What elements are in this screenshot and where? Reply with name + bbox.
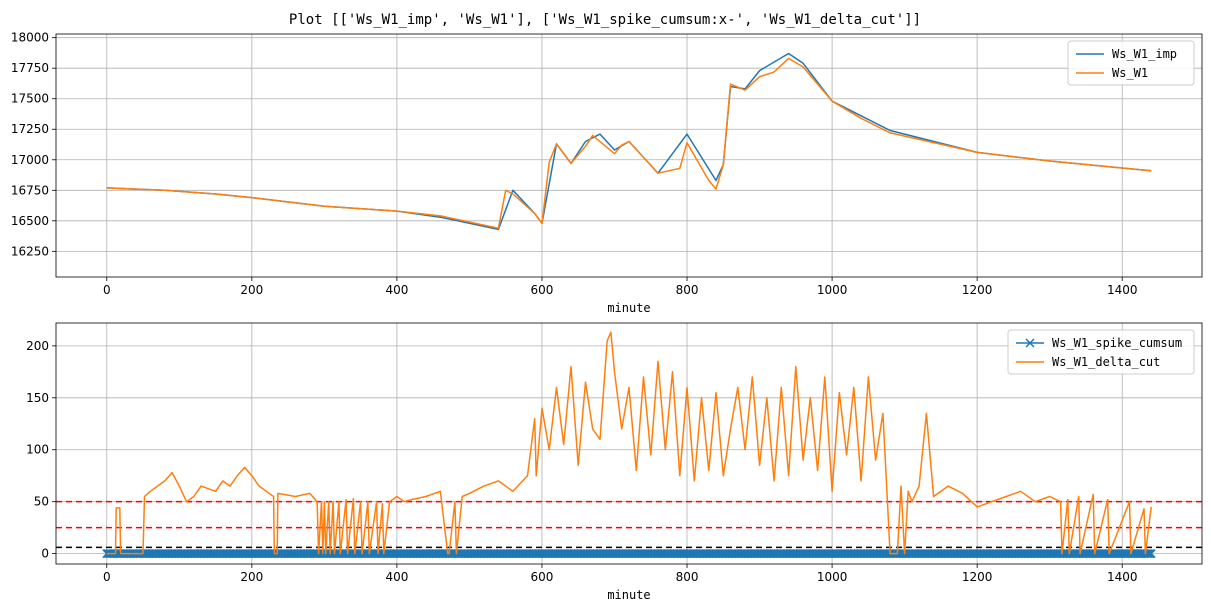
y-tick-label: 18000	[11, 31, 49, 45]
x-tick-label: 1200	[962, 283, 993, 297]
y-tick-label: 50	[34, 495, 49, 509]
x-tick-label: 200	[240, 283, 263, 297]
x-axis-label: minute	[607, 301, 650, 315]
axes-frame	[55, 33, 1203, 278]
y-tick-label: 200	[26, 339, 49, 353]
x-tick-label: 400	[385, 283, 408, 297]
y-tick-label: 17000	[11, 153, 49, 167]
y-tick-label: 16750	[11, 183, 49, 197]
y-tick-label: 100	[26, 443, 49, 457]
x-axis-label: minute	[607, 588, 650, 602]
series-markers-spike-cumsum	[102, 549, 1156, 559]
x-tick-label: 200	[240, 570, 263, 584]
y-tick-label: 17250	[11, 122, 49, 136]
x-tick-label: 1200	[962, 570, 993, 584]
x-tick-label: 800	[676, 570, 699, 584]
legend-marker	[1025, 338, 1035, 348]
legend: Ws_W1_imp Ws_W1	[1067, 40, 1195, 86]
legend-label: Ws_W1_spike_cumsum	[1052, 336, 1182, 350]
x-tick-label: 0	[103, 570, 111, 584]
y-tick-label: 150	[26, 391, 49, 405]
axes-frame	[55, 322, 1203, 565]
y-tick-label: 16500	[11, 214, 49, 228]
x-marker	[1145, 549, 1155, 559]
x-tick-label: 0	[103, 283, 111, 297]
legend-label: Ws_W1_imp	[1112, 47, 1177, 61]
x-tick-label: 1000	[817, 570, 848, 584]
plot-area	[106, 52, 1152, 231]
plot-area	[56, 331, 1202, 559]
x-tick-label: 600	[531, 283, 554, 297]
y-tick-label: 17500	[11, 92, 49, 106]
legend-label: Ws_W1	[1112, 66, 1148, 80]
y-tick-label: 17750	[11, 61, 49, 75]
legend: Ws_W1_spike_cumsum Ws_W1_delta_cut	[1007, 329, 1195, 375]
x-tick-label: 400	[385, 570, 408, 584]
bottom-plot: 0 200 400 600 800 1000 1200 1400 0 50 100 150 200 min…	[26, 322, 1203, 602]
x-tick-label: 600	[531, 570, 554, 584]
legend-box	[1067, 40, 1195, 86]
series-line-ws-w1-delta-cut	[106, 331, 1152, 555]
y-tick-label: 16250	[11, 244, 49, 258]
figure-title: Plot [['Ws_W1_imp', 'Ws_W1'], ['Ws_W1_sp…	[289, 12, 921, 28]
x-tick-label: 1000	[817, 283, 848, 297]
x-tick-label: 1400	[1107, 570, 1138, 584]
x-tick-label: 800	[676, 283, 699, 297]
x-marker	[1146, 549, 1156, 559]
legend-box	[1007, 329, 1195, 375]
y-tick-label: 0	[41, 547, 49, 561]
series-line-ws-w1	[106, 57, 1152, 229]
legend-label: Ws_W1_delta_cut	[1052, 355, 1160, 369]
top-plot: 0 200 400 600 800 1000 1200 1400 16250 16500 16750…	[11, 31, 1203, 315]
x-tick-label: 1400	[1107, 283, 1138, 297]
